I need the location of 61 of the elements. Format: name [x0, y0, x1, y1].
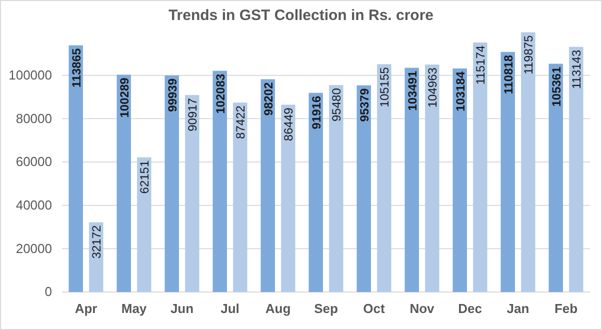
- data-label: 91916: [309, 96, 324, 130]
- data-label: 104963: [426, 67, 440, 108]
- bar: [68, 45, 83, 292]
- y-tick-label: 100000: [8, 67, 52, 82]
- data-label: 86449: [282, 107, 296, 142]
- x-tick-label: Jul: [220, 301, 240, 316]
- data-label: 115174: [474, 45, 488, 85]
- data-label: 90917: [186, 98, 200, 132]
- bar: [233, 102, 248, 292]
- bar: [137, 157, 152, 292]
- data-label: 87422: [234, 105, 248, 139]
- bar: [377, 64, 392, 292]
- bar: [260, 79, 275, 292]
- bar: [356, 85, 371, 292]
- bar: [521, 32, 536, 292]
- x-tick-label: May: [121, 301, 148, 316]
- y-tick-label: 20000: [16, 240, 52, 256]
- y-tick-label: 60000: [16, 154, 52, 170]
- data-label: 105361: [549, 66, 564, 107]
- y-tick-label: 80000: [16, 110, 52, 126]
- data-label: 103184: [453, 71, 468, 112]
- bar: [452, 68, 467, 292]
- bar: [473, 42, 488, 292]
- data-label: 113865: [69, 48, 84, 88]
- bar: [212, 70, 227, 292]
- bar: [308, 92, 323, 292]
- y-tick-label: 40000: [16, 197, 52, 212]
- x-tick-label: Jun: [170, 301, 194, 316]
- data-label: 32172: [90, 224, 104, 259]
- data-label: 113143: [570, 50, 584, 90]
- data-label: 95379: [357, 88, 372, 122]
- data-label: 102083: [213, 74, 228, 114]
- bar: [164, 75, 179, 292]
- data-label: 95480: [330, 88, 344, 122]
- x-tick-label: Nov: [410, 301, 436, 316]
- x-tick-label: Apr: [74, 301, 98, 316]
- x-tick-label: Oct: [363, 301, 386, 316]
- x-tick-label: Dec: [458, 301, 482, 316]
- data-label: 62151: [138, 160, 152, 194]
- data-label: 110818: [501, 54, 516, 94]
- bar: [548, 64, 563, 292]
- data-label: 100289: [117, 77, 132, 118]
- bar: [116, 74, 131, 292]
- bar: [425, 64, 440, 292]
- bar: [404, 68, 419, 292]
- bar: [185, 95, 200, 292]
- chart-title: Trends in GST Collection in Rs. crore: [168, 7, 434, 24]
- data-label: 98202: [261, 82, 276, 116]
- bar: [281, 104, 296, 292]
- x-tick-label: Sep: [314, 301, 338, 316]
- x-tick-label: Jan: [506, 301, 530, 316]
- data-label: 119875: [522, 34, 536, 74]
- data-label: 103491: [405, 70, 420, 111]
- bar: [500, 52, 515, 292]
- x-tick-label: Feb: [554, 301, 578, 316]
- data-label: 99939: [165, 78, 180, 112]
- bar: [569, 46, 584, 292]
- bar: [329, 85, 344, 292]
- data-label: 105155: [378, 66, 392, 108]
- x-tick-label: Aug: [265, 301, 291, 316]
- y-tick-label: 0: [44, 284, 52, 300]
